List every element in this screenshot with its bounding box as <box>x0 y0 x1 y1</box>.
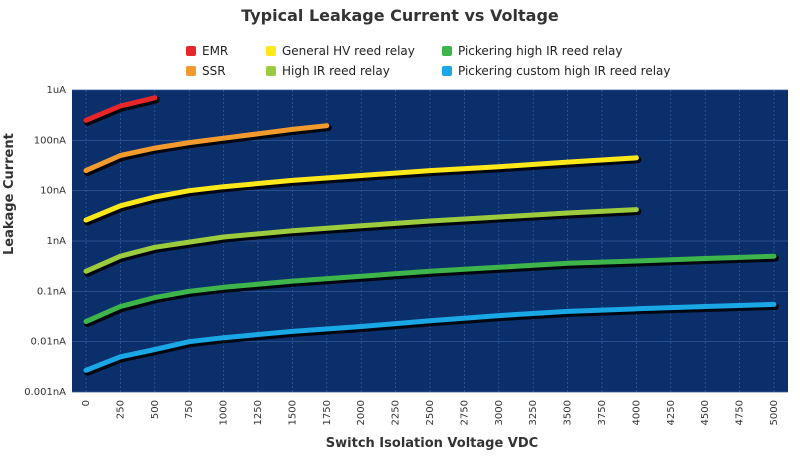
x-tick-label: 250 <box>115 400 126 419</box>
legend-label-high-ir: High IR reed relay <box>282 64 390 78</box>
x-tick-label: 500 <box>150 400 161 419</box>
legend-item-emr: EMR <box>186 44 228 58</box>
x-tick-label: 1250 <box>253 400 264 425</box>
x-tick-label: 3500 <box>563 400 574 425</box>
x-tick-label: 1000 <box>219 400 230 425</box>
x-tick-label: 4000 <box>631 400 642 425</box>
legend-swatch-ssr <box>186 66 196 76</box>
x-tick-label: 0 <box>81 400 92 406</box>
legend-item-general-hv: General HV reed relay <box>266 44 415 58</box>
x-tick-label: 5000 <box>769 400 780 425</box>
y-tick-label: 100nA <box>34 135 66 146</box>
legend-label-emr: EMR <box>202 44 229 58</box>
series-line-ssr <box>83 123 330 174</box>
y-tick-label: 10nA <box>40 186 66 197</box>
x-tick-label: 1750 <box>322 400 333 425</box>
legend-swatch-pickering-high-ir <box>442 46 452 56</box>
x-tick-label: 2000 <box>356 400 367 425</box>
x-tick-label: 2250 <box>391 400 402 425</box>
legend-label-pickering-high-ir: Pickering high IR reed relay <box>458 44 623 58</box>
legend-item-pickering-high-ir: Pickering high IR reed relay <box>442 44 623 58</box>
x-tick-label: 1500 <box>287 400 298 425</box>
x-tick-label: 4250 <box>666 400 677 425</box>
x-tick-label: 3000 <box>494 400 505 425</box>
series-line-pickering-custom <box>83 301 777 373</box>
legend-item-pickering-custom: Pickering custom high IR reed relay <box>442 64 671 78</box>
y-tick-label: 0.001nA <box>24 387 66 398</box>
series-line-emr <box>83 95 158 123</box>
x-tick-label: 4750 <box>735 400 746 425</box>
legend-item-high-ir: High IR reed relay <box>266 64 390 78</box>
x-tick-label: 3250 <box>528 400 539 425</box>
legend-label-general-hv: General HV reed relay <box>282 44 415 58</box>
chart-title: Typical Leakage Current vs Voltage <box>241 6 559 25</box>
x-tick-label: 750 <box>184 400 195 419</box>
legend-item-ssr: SSR <box>186 64 226 78</box>
x-axis-title: Switch Isolation Voltage VDC <box>325 436 539 451</box>
y-tick-label: 0.01nA <box>31 337 67 348</box>
x-tick-label: 4500 <box>700 400 711 425</box>
legend-swatch-pickering-custom <box>442 66 452 76</box>
y-tick-label: 1nA <box>46 236 66 247</box>
y-tick-label: 0.1nA <box>37 286 66 297</box>
y-tick-label: 1uA <box>46 85 66 96</box>
legend-swatch-general-hv <box>266 46 276 56</box>
series-line-pickering-high-ir <box>83 253 777 325</box>
series-line-general-hv <box>83 155 639 223</box>
legend-swatch-emr <box>186 46 196 56</box>
x-tick-label: 2500 <box>425 400 436 425</box>
legend-label-ssr: SSR <box>202 64 226 78</box>
series-line-high-ir <box>83 207 639 274</box>
x-tick-label: 2750 <box>459 400 470 425</box>
legend-swatch-high-ir <box>266 66 276 76</box>
legend-label-pickering-custom: Pickering custom high IR reed relay <box>458 64 671 78</box>
x-tick-label: 3750 <box>597 400 608 425</box>
